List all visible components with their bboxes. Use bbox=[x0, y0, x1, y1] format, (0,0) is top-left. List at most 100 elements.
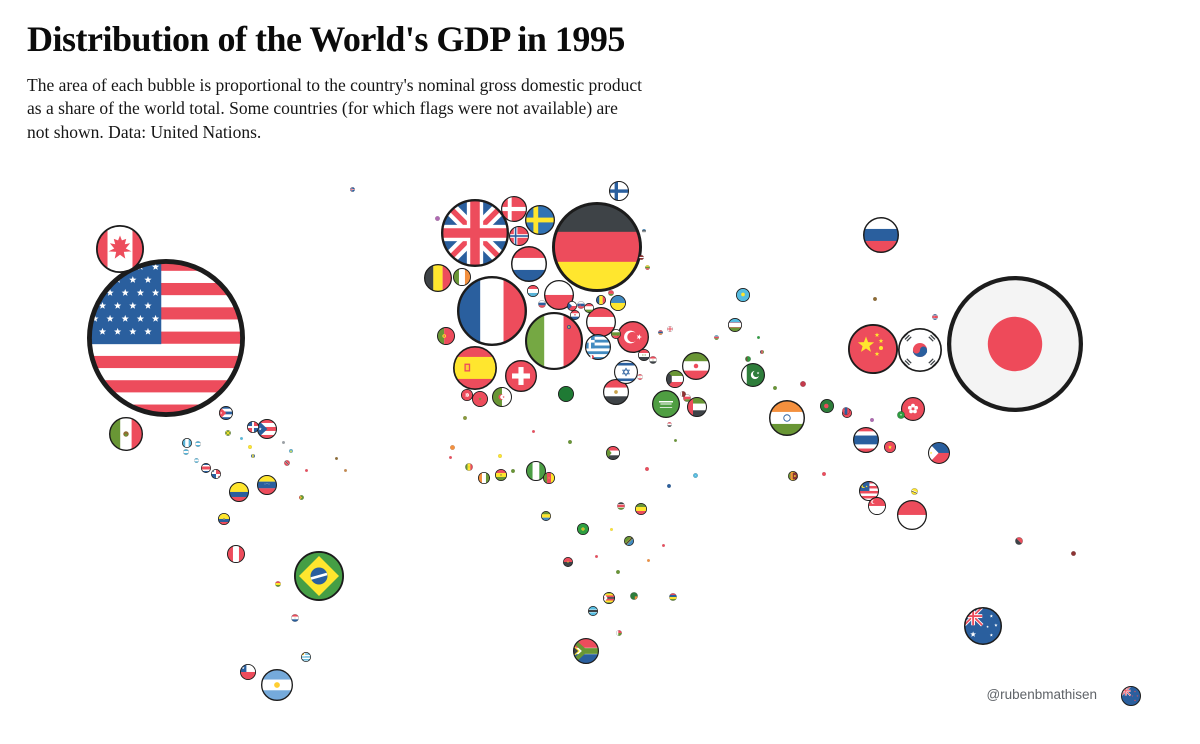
bubble-flag-jp bbox=[946, 275, 1084, 413]
bubble-flag-eg bbox=[602, 378, 630, 406]
bubble-flag-ke bbox=[617, 502, 625, 510]
bubble-flag-ye bbox=[666, 421, 672, 427]
bubble-flag-az bbox=[713, 334, 719, 340]
bubble-flag-dz bbox=[492, 387, 512, 407]
bubble-flag-be bbox=[423, 263, 453, 293]
bubble-flag-tm bbox=[745, 356, 751, 362]
bubble-flag-ga bbox=[540, 510, 552, 522]
bubble-flag-dk bbox=[500, 195, 528, 223]
chart-subtitle: The area of each bubble is proportional … bbox=[27, 74, 642, 144]
chart-header: Distribution of the World's GDP in 1995 … bbox=[27, 18, 642, 144]
bubble-flag-bo bbox=[275, 581, 281, 587]
bubble-dot-small-country bbox=[531, 429, 535, 433]
bubble-flag-et bbox=[634, 502, 648, 516]
bubble-flag-py bbox=[291, 614, 299, 622]
bubble-flag-iq bbox=[637, 348, 651, 362]
bubble-flag-hn bbox=[183, 449, 189, 455]
bubble-flag-vn bbox=[883, 440, 897, 454]
bubble-flag-fr bbox=[457, 276, 527, 346]
bubble-flag-ie bbox=[453, 268, 471, 286]
bubble-dot-small-country bbox=[449, 444, 455, 450]
bubble-flag-lk bbox=[787, 470, 799, 482]
bubble-dot-small-country bbox=[673, 438, 677, 442]
bubble-flag-cu bbox=[218, 405, 234, 421]
bubble-flag-bb bbox=[251, 454, 255, 458]
bubble-dot-small-country bbox=[870, 418, 874, 422]
bubble-flag-gh bbox=[494, 468, 508, 482]
bubble-dot-small-country bbox=[773, 386, 777, 390]
bubble-flag-pr bbox=[257, 419, 277, 439]
bubble-flag-am bbox=[657, 329, 663, 335]
bubble-dot-small-country bbox=[568, 440, 572, 444]
bubble-flag-lv bbox=[638, 254, 644, 260]
bubble-flag-ma bbox=[472, 391, 488, 407]
attribution: @rubenbmathisen bbox=[986, 687, 1097, 702]
bubble-flag-ly bbox=[558, 386, 574, 402]
bubble-flag-ve bbox=[257, 475, 277, 495]
bubble-flag-pg bbox=[1015, 537, 1023, 545]
bubble-dot-small-country bbox=[463, 416, 467, 420]
bubble-flag-ci bbox=[477, 471, 491, 485]
bubble-flag-de bbox=[551, 201, 643, 293]
bubble-dot-small-country bbox=[609, 527, 613, 531]
bubble-flag-ge bbox=[667, 326, 673, 332]
bubble-flag-do bbox=[246, 420, 260, 434]
bubble-flag-ae bbox=[687, 397, 707, 417]
bubble-flag-uz bbox=[727, 317, 743, 333]
bubble-dot-small-country bbox=[281, 440, 285, 444]
bubble-flag-cl bbox=[240, 664, 256, 680]
bubble-flag-sn bbox=[465, 463, 473, 471]
bubble-flag-fi bbox=[609, 181, 629, 201]
bubble-flag-nz bbox=[1121, 686, 1141, 706]
bubble-flag-uy bbox=[300, 651, 312, 663]
bubble-flag-ba bbox=[567, 325, 571, 329]
bubble-flag-ph bbox=[928, 442, 950, 464]
bubble-flag-mu bbox=[669, 593, 677, 601]
bubble-flag-cn bbox=[848, 324, 898, 374]
bubble-flag-sv bbox=[195, 441, 201, 447]
bubble-flag-ir bbox=[681, 351, 711, 381]
bubble-flag-si bbox=[538, 300, 546, 308]
bubble-dot-small-country bbox=[646, 558, 650, 562]
bubble-flag-hr bbox=[569, 309, 581, 321]
bubble-dot-small-country bbox=[645, 467, 649, 471]
bubble-flag-au bbox=[964, 607, 1002, 645]
subtitle-line-3: not shown. Data: United Nations. bbox=[27, 121, 262, 142]
bubble-flag-kz bbox=[735, 287, 751, 303]
bubble-dot-small-country bbox=[667, 484, 671, 488]
bubble-flag-in bbox=[769, 400, 805, 436]
bubble-flag-ee bbox=[642, 229, 646, 233]
bubble-dot-small-country bbox=[239, 436, 243, 440]
bubble-flag-es bbox=[453, 346, 497, 390]
bubble-flag-gr bbox=[584, 333, 612, 361]
bubble-flag-hk bbox=[901, 397, 925, 421]
bubble-flag-se bbox=[525, 205, 555, 235]
bubble-flag-ao bbox=[562, 556, 574, 568]
bubble-flag-nl bbox=[511, 246, 547, 282]
bubble-dot-small-country bbox=[343, 468, 347, 472]
bubble-flag-tr bbox=[617, 321, 649, 353]
bubble-flag-pe bbox=[227, 545, 245, 563]
bubble-flag-ca bbox=[95, 224, 145, 274]
bubble-flag-gy bbox=[298, 494, 304, 500]
bubble-flag-ic bbox=[349, 186, 355, 192]
bubble-flag-th bbox=[852, 426, 880, 454]
bubble-dot-small-country bbox=[448, 455, 452, 459]
bubble-flag-mg bbox=[616, 630, 622, 636]
bubble-flag-lb bbox=[637, 374, 643, 380]
bubble-flag-np bbox=[800, 381, 806, 387]
bubble-dot-small-country bbox=[822, 472, 826, 476]
bubble-dot-small-country bbox=[873, 297, 877, 301]
bubble-flag-om bbox=[683, 394, 691, 402]
bubble-flag-no bbox=[509, 226, 529, 246]
bubble-dot-small-country bbox=[334, 456, 338, 460]
bubble-flag-id bbox=[897, 500, 927, 530]
bubble-flag-sk bbox=[577, 301, 585, 309]
bubble-flag-pt bbox=[437, 327, 455, 345]
bubble-flag-sg bbox=[868, 497, 886, 515]
bubble-flag-zw bbox=[602, 591, 616, 605]
bubble-flag-zm bbox=[630, 592, 638, 600]
subtitle-line-1: The area of each bubble is proportional … bbox=[27, 75, 643, 95]
bubble-flag-qa bbox=[680, 391, 686, 397]
